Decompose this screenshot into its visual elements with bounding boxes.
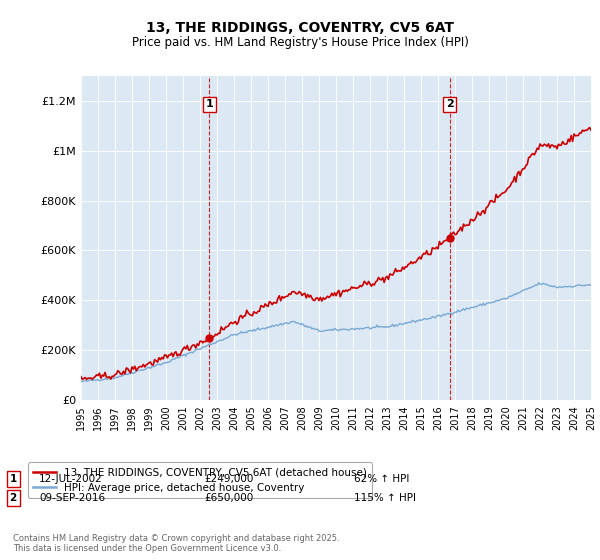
Text: 2: 2 <box>446 99 454 109</box>
Text: 1: 1 <box>205 99 213 109</box>
Text: 62% ↑ HPI: 62% ↑ HPI <box>354 474 409 484</box>
Text: £650,000: £650,000 <box>204 493 253 503</box>
Text: 13, THE RIDDINGS, COVENTRY, CV5 6AT: 13, THE RIDDINGS, COVENTRY, CV5 6AT <box>146 21 454 35</box>
Text: 1: 1 <box>10 474 17 484</box>
Text: £249,000: £249,000 <box>204 474 253 484</box>
Legend: 13, THE RIDDINGS, COVENTRY, CV5 6AT (detached house), HPI: Average price, detach: 13, THE RIDDINGS, COVENTRY, CV5 6AT (det… <box>28 463 372 498</box>
Text: 12-JUL-2002: 12-JUL-2002 <box>39 474 103 484</box>
Text: 09-SEP-2016: 09-SEP-2016 <box>39 493 105 503</box>
Text: 115% ↑ HPI: 115% ↑ HPI <box>354 493 416 503</box>
Text: Price paid vs. HM Land Registry's House Price Index (HPI): Price paid vs. HM Land Registry's House … <box>131 36 469 49</box>
Text: Contains HM Land Registry data © Crown copyright and database right 2025.
This d: Contains HM Land Registry data © Crown c… <box>13 534 340 553</box>
Text: 2: 2 <box>10 493 17 503</box>
